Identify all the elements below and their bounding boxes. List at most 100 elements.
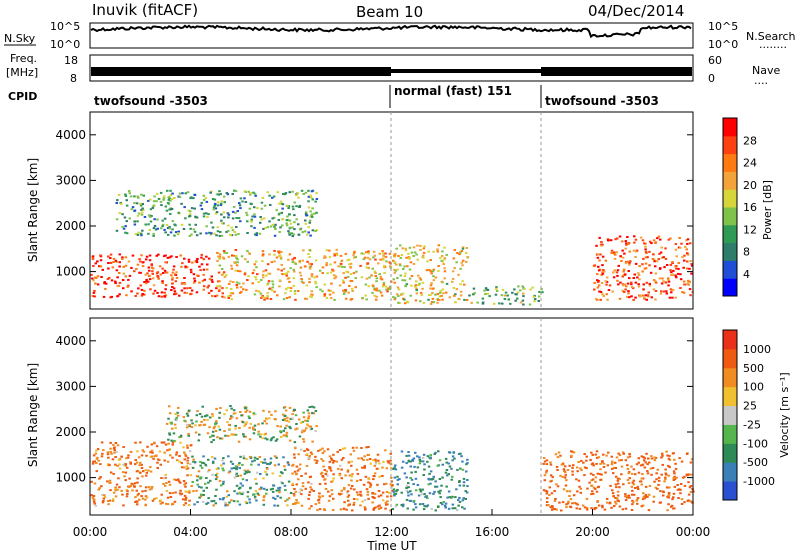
power-cell-300: [227, 295, 230, 298]
velocity-cell-595: [231, 416, 234, 418]
velocity-cell-1277: [602, 466, 606, 468]
power-cell-1033: [202, 198, 206, 201]
velocity-cell-1128: [393, 476, 397, 479]
velocity-cell-366: [222, 480, 225, 483]
power-cell-480: [334, 276, 338, 279]
power-cell-1407: [593, 264, 596, 267]
velocity-cell-68: [114, 495, 118, 498]
velocity-cell-770: [232, 412, 236, 415]
power-cell-380: [227, 283, 231, 285]
velocity-cell-1604: [667, 464, 670, 467]
power-cell-151: [202, 258, 206, 261]
power-cell-306: [221, 292, 224, 295]
velocity-cell-1628: [600, 473, 603, 476]
power-cell-465: [282, 267, 286, 270]
velocity-cell-1094: [407, 494, 410, 497]
velocity-cell-1196: [414, 489, 418, 492]
power-cell-396: [282, 298, 286, 301]
power-cell-745: [217, 201, 220, 204]
power-cell-690: [274, 223, 277, 226]
velocity-cell-754: [245, 421, 248, 424]
velocity-cell-801: [355, 491, 359, 494]
power-cell-1472: [651, 258, 655, 260]
velocity-cell-714: [261, 422, 264, 425]
power-cell-1574: [634, 256, 637, 258]
velocity-cell-776: [348, 474, 352, 477]
velocity-cell-1120: [451, 459, 454, 462]
power-cell-842: [149, 208, 153, 211]
velocity-cell-898: [291, 484, 294, 486]
power-cell-236: [145, 278, 148, 281]
velocity-cell-1116: [452, 451, 456, 454]
power-cell-430: [382, 281, 386, 284]
power-cell-1612: [626, 236, 629, 238]
velocity-cell-517: [195, 489, 198, 492]
power-cell-1588: [671, 261, 674, 264]
power-cell-1032: [210, 232, 213, 235]
velocity-cell-1520: [556, 456, 560, 459]
velocity-cell-870: [332, 473, 335, 476]
velocity-cell-319: [228, 501, 231, 504]
power-cell-1404: [668, 296, 672, 299]
power-cell-719: [292, 208, 295, 211]
power-cell-525: [268, 272, 272, 275]
power-cell-67: [135, 268, 138, 270]
power-cell-279: [374, 275, 377, 277]
velocity-cell-1079: [414, 477, 418, 480]
velocity-cell-709: [311, 412, 314, 415]
power-cell-865: [304, 222, 308, 225]
velocity-cell-485: [208, 469, 211, 472]
velocity-cell-510: [287, 497, 291, 500]
power-cell-1514: [674, 265, 677, 268]
velocity-cell-1226: [459, 467, 462, 470]
velocity-cell-351: [239, 482, 243, 485]
velocity-cell-1261: [396, 478, 400, 481]
power-cell-428: [217, 290, 221, 292]
velocity-cell-1432: [641, 477, 645, 480]
velocity-cell-747: [283, 406, 287, 409]
power-cell-1212: [429, 303, 433, 305]
velocity-cell-1653: [667, 457, 671, 460]
power-cell-234: [161, 267, 164, 270]
power-cell-916: [193, 230, 197, 233]
power-cell-618: [388, 252, 392, 255]
velocity-cell-1555: [571, 470, 574, 473]
velocity-cell-424: [266, 462, 269, 465]
velocity-cell-1265: [396, 488, 399, 491]
power-cell-424: [240, 255, 244, 258]
power-ytick-label-2000: 2000: [55, 219, 86, 233]
power-cell-857: [121, 213, 124, 216]
velocity-cell-624: [234, 424, 237, 427]
power-cell-1485: [659, 292, 663, 295]
power-cell-847: [300, 189, 304, 192]
velocity-cell-652: [188, 424, 191, 426]
power-cell-1473: [662, 280, 665, 283]
power-cell-1294: [495, 290, 499, 292]
power-cell-1563: [642, 257, 645, 260]
velocity-cell-56: [90, 480, 93, 483]
velocity-cell-582: [254, 413, 257, 416]
velocity-cell-1085: [400, 491, 403, 494]
power-cell-804: [288, 191, 291, 194]
velocity-cell-453: [256, 492, 259, 495]
velocity-cell-375: [279, 471, 283, 474]
power-cell-10: [152, 292, 155, 295]
power-cell-398: [229, 280, 232, 283]
velocity-cell-761: [194, 431, 198, 434]
power-cell-82: [198, 265, 201, 268]
velocity-cell-467: [202, 462, 206, 465]
velocity-cell-1086: [418, 462, 422, 465]
power-cell-340: [266, 282, 270, 285]
power-cell-659: [250, 218, 253, 221]
velocity-cell-728: [307, 412, 311, 415]
power-cell-1039: [225, 192, 229, 194]
velocity-cell-418: [214, 495, 217, 497]
power-cell-1571: [671, 273, 675, 276]
power-cell-1500: [645, 281, 648, 284]
velocity-cell-884: [342, 507, 346, 510]
power-cell-148: [200, 253, 203, 256]
velocity-cell-575: [253, 428, 256, 431]
velocity-cell-1280: [637, 461, 640, 464]
velocity-cell-1024: [389, 483, 393, 486]
velocity-ytick-label-1000: 1000: [55, 471, 86, 485]
